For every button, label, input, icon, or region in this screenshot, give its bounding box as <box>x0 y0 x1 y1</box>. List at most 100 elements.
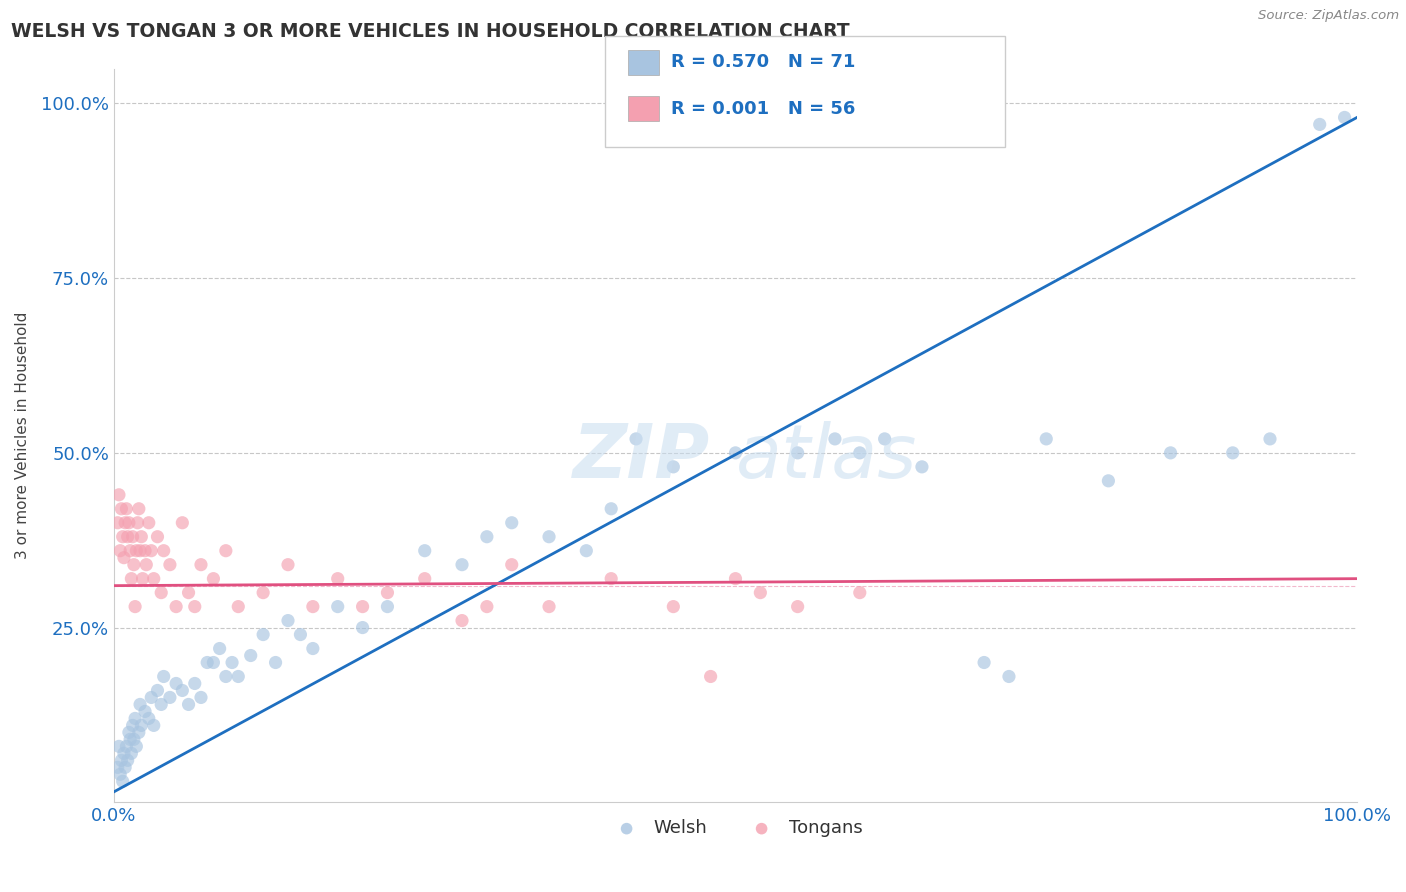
Point <box>1333 111 1355 125</box>
Point <box>973 656 995 670</box>
Point <box>107 760 129 774</box>
Point <box>150 585 173 599</box>
Point <box>215 669 238 683</box>
Point <box>120 732 142 747</box>
Point <box>1258 432 1281 446</box>
Point <box>277 558 299 572</box>
Point <box>849 446 872 460</box>
Point <box>142 572 165 586</box>
Point <box>1309 117 1331 131</box>
Point <box>215 543 238 558</box>
Point <box>662 459 685 474</box>
Point <box>786 599 808 614</box>
Point <box>111 774 134 789</box>
Point <box>146 530 169 544</box>
Point <box>121 530 143 544</box>
Point <box>127 516 149 530</box>
Point <box>624 432 647 446</box>
Point <box>786 446 808 460</box>
Y-axis label: 3 or more Vehicles in Household: 3 or more Vehicles in Household <box>15 311 30 559</box>
Point <box>118 725 141 739</box>
Point <box>724 446 747 460</box>
Point <box>115 739 138 754</box>
Point <box>112 747 135 761</box>
Point <box>326 599 349 614</box>
Point <box>352 621 374 635</box>
Point <box>662 599 685 614</box>
Point <box>998 669 1021 683</box>
Point <box>824 432 846 446</box>
Text: R = 0.001   N = 56: R = 0.001 N = 56 <box>671 100 855 118</box>
Point <box>152 543 174 558</box>
Point <box>152 669 174 683</box>
Point <box>128 501 150 516</box>
Point <box>117 530 139 544</box>
Point <box>290 627 312 641</box>
Point <box>177 698 200 712</box>
Point <box>114 760 136 774</box>
Point <box>377 585 399 599</box>
Point <box>131 572 153 586</box>
Point <box>475 530 498 544</box>
Point <box>1160 446 1182 460</box>
Point <box>849 585 872 599</box>
Point <box>108 488 131 502</box>
Point <box>129 698 152 712</box>
Point <box>172 516 194 530</box>
Text: atlas: atlas <box>735 421 917 493</box>
Point <box>131 530 153 544</box>
Point <box>172 683 194 698</box>
Text: ZIP: ZIP <box>574 421 710 494</box>
Point <box>165 676 187 690</box>
Point <box>134 543 156 558</box>
Point <box>159 558 181 572</box>
Point <box>202 572 225 586</box>
Point <box>150 698 173 712</box>
Point <box>141 690 163 705</box>
Point <box>115 501 138 516</box>
Point <box>226 669 249 683</box>
Point <box>114 516 136 530</box>
Point <box>451 614 474 628</box>
Point <box>111 530 134 544</box>
Point <box>724 572 747 586</box>
Point <box>501 558 523 572</box>
Point <box>413 543 436 558</box>
Point <box>177 585 200 599</box>
Point <box>120 572 142 586</box>
Point <box>141 543 163 558</box>
Point <box>302 599 325 614</box>
Point <box>125 543 148 558</box>
Point <box>118 516 141 530</box>
Text: Source: ZipAtlas.com: Source: ZipAtlas.com <box>1258 9 1399 22</box>
Point <box>122 732 145 747</box>
Point <box>537 599 560 614</box>
Point <box>110 753 132 767</box>
Point <box>110 501 132 516</box>
Point <box>326 572 349 586</box>
Point <box>413 572 436 586</box>
Point <box>128 725 150 739</box>
Point <box>134 705 156 719</box>
Point <box>873 432 896 446</box>
Text: R = 0.570   N = 71: R = 0.570 N = 71 <box>671 54 855 71</box>
Point <box>208 641 231 656</box>
Point <box>120 747 142 761</box>
Point <box>1222 446 1244 460</box>
Point <box>131 718 153 732</box>
Point <box>121 718 143 732</box>
Point <box>108 767 131 781</box>
Point <box>749 585 772 599</box>
Point <box>202 656 225 670</box>
Point <box>138 516 160 530</box>
Point <box>575 543 598 558</box>
Point <box>352 599 374 614</box>
Point <box>190 690 212 705</box>
Point <box>112 550 135 565</box>
Point <box>184 676 207 690</box>
Point <box>117 753 139 767</box>
Point <box>302 641 325 656</box>
Legend: Welsh, Tongans: Welsh, Tongans <box>602 812 870 845</box>
Point <box>142 718 165 732</box>
Point <box>537 530 560 544</box>
